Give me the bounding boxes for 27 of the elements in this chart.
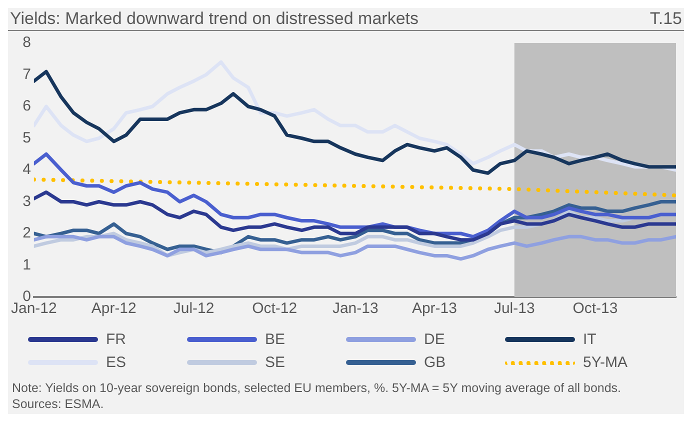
x-tick-label: Jul-12 <box>173 300 214 318</box>
y-tick-label: 5 <box>22 129 31 146</box>
legend-label: FR <box>106 331 126 348</box>
chart-title: Yields: Marked downward trend on distressed markets <box>10 9 418 29</box>
legend-label: GB <box>424 354 446 371</box>
legend-label: ES <box>106 354 126 371</box>
text: T.15 <box>650 9 682 29</box>
x-tick-label: Oct-13 <box>572 300 618 318</box>
y-tick-label: 2 <box>22 224 31 242</box>
source-note: Sources: ESMA. <box>12 396 105 412</box>
legend-label: BE <box>265 331 286 348</box>
y-tick-label: 8 <box>22 34 31 52</box>
legend-label: DE <box>424 331 445 348</box>
y-tick-label: 3 <box>22 192 31 210</box>
legend-label: SE <box>265 354 286 371</box>
y-tick-label: 7 <box>22 66 31 83</box>
legend-label: IT <box>583 331 596 348</box>
x-tick-label: Oct-12 <box>252 300 298 318</box>
y-tick-label: 6 <box>22 98 31 115</box>
x-tick-label: Jan-13 <box>332 300 378 318</box>
y-tick-label: 1 <box>22 256 31 274</box>
x-tick-label: Jul-13 <box>494 300 535 318</box>
y-tick-label: 4 <box>22 161 31 178</box>
x-tick-label: Apr-13 <box>412 300 457 318</box>
text: Note: Yields on 10-year sovereign bonds, selected EU members, %. 5Y-MA = 5Y moving average of all bonds. <box>12 381 622 397</box>
x-tick-label: Apr-12 <box>91 300 136 318</box>
legend-label: 5Y-MA <box>583 354 628 371</box>
